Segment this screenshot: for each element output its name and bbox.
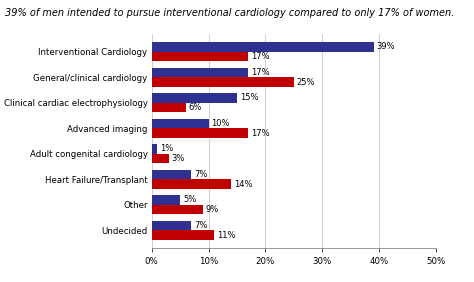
Text: 11%: 11% xyxy=(217,231,236,240)
Text: 17%: 17% xyxy=(251,68,270,77)
Text: 7%: 7% xyxy=(194,170,208,179)
Text: 6%: 6% xyxy=(189,103,202,112)
Bar xyxy=(152,77,294,87)
Text: 14%: 14% xyxy=(234,180,253,189)
Bar xyxy=(152,205,203,215)
Text: 1%: 1% xyxy=(160,144,173,153)
Bar xyxy=(152,154,169,164)
Bar xyxy=(152,169,191,179)
Text: 7%: 7% xyxy=(194,221,208,230)
Text: 25%: 25% xyxy=(297,78,315,87)
Bar xyxy=(152,144,157,154)
Bar xyxy=(152,179,231,189)
Bar xyxy=(152,221,191,230)
Text: 15%: 15% xyxy=(240,93,258,102)
Bar xyxy=(152,52,248,61)
Bar xyxy=(152,67,248,77)
Text: 17%: 17% xyxy=(251,129,270,138)
Bar xyxy=(152,128,248,138)
Bar xyxy=(152,118,209,128)
Text: 10%: 10% xyxy=(211,119,230,128)
Bar xyxy=(152,230,214,240)
Bar xyxy=(152,93,237,103)
Text: 9%: 9% xyxy=(206,205,219,214)
Bar xyxy=(152,42,374,52)
Legend: Men, Women: Men, Women xyxy=(247,281,340,282)
Text: 17%: 17% xyxy=(251,52,270,61)
Text: 3%: 3% xyxy=(172,154,185,163)
Text: 39% of men intended to pursue interventional cardiology compared to only 17% of : 39% of men intended to pursue interventi… xyxy=(5,8,454,18)
Bar xyxy=(152,195,180,205)
Bar xyxy=(152,103,186,113)
Text: 5%: 5% xyxy=(183,195,196,204)
Text: 39%: 39% xyxy=(376,42,395,51)
